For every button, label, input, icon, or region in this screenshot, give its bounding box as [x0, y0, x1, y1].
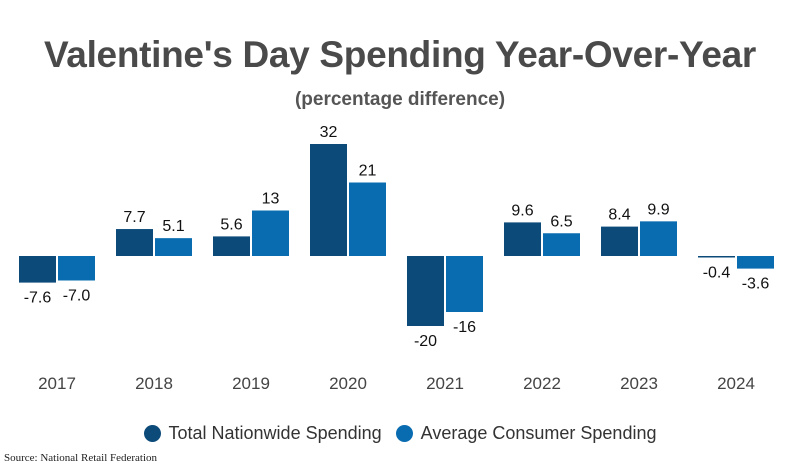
x-tick-label-2023: 2023 — [620, 374, 658, 393]
bar-2019-average — [252, 210, 289, 256]
legend-item-average: Average Consumer Spending — [395, 423, 657, 444]
data-label-2017-average: -7.0 — [63, 288, 91, 305]
legend-item-total: Total Nationwide Spending — [143, 423, 382, 444]
data-label-2022-average: 6.5 — [550, 213, 572, 230]
bar-2021-average — [446, 256, 483, 312]
data-label-2020-average: 21 — [359, 163, 377, 180]
data-label-2019-average: 13 — [262, 191, 280, 208]
data-label-2021-total: -20 — [414, 333, 437, 350]
bar-2023-total — [601, 226, 638, 256]
legend: Total Nationwide Spending Average Consum… — [0, 423, 800, 444]
data-label-2017-total: -7.6 — [24, 290, 52, 307]
bar-2023-average — [640, 221, 677, 256]
bar-2018-total — [116, 229, 153, 256]
x-tick-label-2018: 2018 — [135, 374, 173, 393]
data-label-2023-average: 9.9 — [647, 201, 669, 218]
data-label-2021-average: -16 — [453, 319, 476, 336]
data-label-2022-total: 9.6 — [511, 202, 533, 219]
data-label-2024-average: -3.6 — [742, 276, 770, 293]
data-label-2024-total: -0.4 — [703, 265, 731, 282]
data-label-2019-total: 5.6 — [220, 216, 242, 233]
x-tick-label-2024: 2024 — [717, 374, 755, 393]
x-tick-label-2022: 2022 — [523, 374, 561, 393]
bar-2021-total — [407, 256, 444, 326]
bar-2022-average — [543, 233, 580, 256]
x-tick-label-2020: 2020 — [329, 374, 367, 393]
bar-2024-average — [737, 256, 774, 269]
legend-swatch-total — [143, 425, 161, 442]
bar-2020-average — [349, 182, 386, 256]
data-label-2023-total: 8.4 — [608, 207, 630, 224]
bar-2017-average — [58, 256, 95, 281]
x-tick-label-2019: 2019 — [232, 374, 270, 393]
bar-2020-total — [310, 144, 347, 256]
x-tick-label-2021: 2021 — [426, 374, 464, 393]
data-label-2020-total: 32 — [320, 124, 338, 141]
legend-swatch-average — [395, 425, 413, 442]
bar-2019-total — [213, 236, 250, 256]
legend-label-average: Average Consumer Spending — [420, 423, 657, 443]
legend-label-total: Total Nationwide Spending — [168, 423, 382, 443]
source-note: Source: National Retail Federation — [4, 452, 158, 464]
bar-2018-average — [155, 238, 192, 256]
bar-2022-total — [504, 222, 541, 256]
data-label-2018-total: 7.7 — [123, 209, 145, 226]
x-tick-label-2017: 2017 — [38, 374, 76, 393]
bar-2017-total — [19, 256, 56, 283]
chart-subtitle: (percentage difference) — [294, 89, 506, 110]
chart-title: Valentine's Day Spending Year-Over-Year — [43, 34, 757, 75]
bar-2024-total — [698, 256, 735, 258]
data-label-2018-average: 5.1 — [162, 218, 184, 235]
